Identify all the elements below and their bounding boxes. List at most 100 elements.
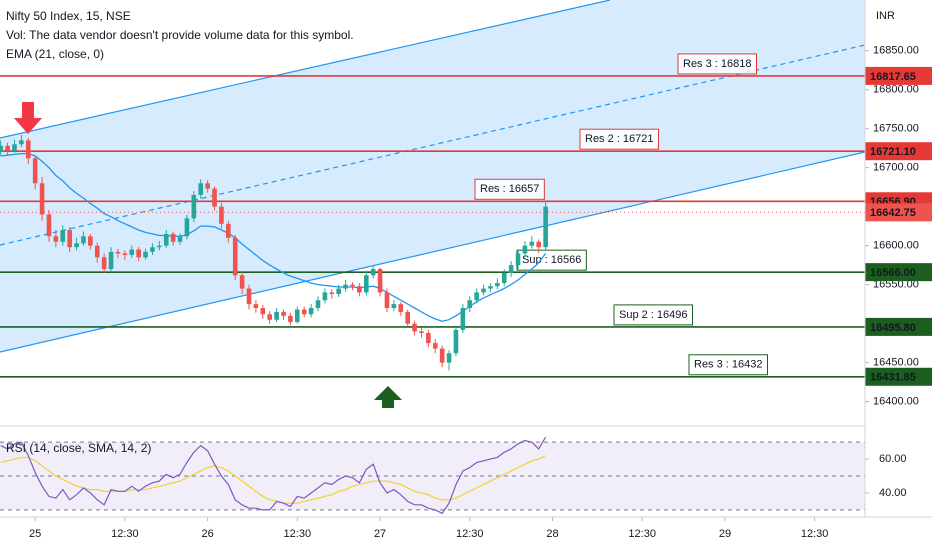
level-price-box <box>865 263 932 282</box>
candle-body <box>226 223 231 238</box>
candle-body <box>150 247 155 252</box>
channel-middle <box>0 44 865 246</box>
plot-layer: 16400.00 16450.00 16550.00 16600.00 16700.00… <box>0 45 932 540</box>
y-tick-label: 16700.00 <box>873 162 919 174</box>
candle-body <box>136 249 141 258</box>
candle-body <box>212 188 217 207</box>
ema-line <box>0 152 547 322</box>
candle-body <box>157 245 162 248</box>
level-price-box <box>865 367 932 386</box>
candle-body <box>488 286 493 289</box>
level-price-box <box>865 66 932 85</box>
x-tick-label: 26 <box>202 528 214 540</box>
x-tick-label: 25 <box>29 528 41 540</box>
level-price-label: 16431.85 <box>870 372 916 384</box>
trend-channel <box>0 0 865 353</box>
candle-body <box>329 292 335 294</box>
candle-body <box>198 183 204 195</box>
candle-body <box>122 253 128 255</box>
candle-body <box>391 304 397 309</box>
candle-body <box>543 206 548 248</box>
candle-body <box>39 183 45 215</box>
candle-body <box>432 343 438 349</box>
level-note: Res 3 : 16432 <box>694 359 763 371</box>
candle-body <box>343 284 348 289</box>
candle-body <box>357 286 362 293</box>
candle-body <box>170 233 176 242</box>
level-note: Res 2 : 16721 <box>585 133 654 145</box>
candle-body <box>288 315 293 323</box>
level-note: Sup : 16566 <box>522 254 581 266</box>
rsi-tick-label: 40.00 <box>879 487 907 499</box>
candle-body <box>177 236 183 242</box>
candle-body <box>32 158 38 184</box>
candle-body <box>398 304 404 312</box>
level-price-label: 16721.10 <box>870 146 916 158</box>
candle-body <box>281 311 286 316</box>
candle-body <box>426 332 431 344</box>
candle-body <box>143 251 148 258</box>
level-note-box <box>677 53 757 75</box>
candle-body <box>350 284 355 287</box>
candle-body <box>267 314 273 320</box>
candle-body <box>315 300 321 309</box>
candle-body <box>453 329 459 354</box>
candle-body <box>495 283 500 287</box>
y-tick-label: 16750.00 <box>873 123 919 135</box>
level-note-box <box>474 178 545 200</box>
candle-body <box>25 140 31 159</box>
level-note: Res : 16657 <box>480 183 539 195</box>
candle-body <box>405 311 410 324</box>
candle-body <box>295 309 300 323</box>
candle-body <box>536 241 542 248</box>
candle-body <box>260 308 266 315</box>
ema-label: EMA (21, close, 0) <box>6 47 104 61</box>
level-price-label: 16817.65 <box>870 71 916 83</box>
candle-body <box>363 275 369 293</box>
candle-body <box>377 269 383 293</box>
level-price-label: 16495.80 <box>870 322 916 334</box>
level-price-box <box>865 317 932 336</box>
candle-body <box>5 145 10 151</box>
x-tick-label: 12:30 <box>284 528 312 540</box>
candle-body <box>60 230 66 242</box>
up-arrow <box>374 386 402 408</box>
candle-body <box>219 206 224 224</box>
candle-body <box>274 311 279 320</box>
candle-body <box>253 304 259 309</box>
candle-body <box>88 236 93 246</box>
y-tick-label: 16550.00 <box>873 279 919 291</box>
candle-body <box>384 292 390 309</box>
candle-body <box>239 275 245 289</box>
candle-body <box>370 269 376 276</box>
x-tick-label: 29 <box>719 528 731 540</box>
candle-body <box>74 243 79 248</box>
candle-body <box>439 348 445 363</box>
volume-note: Vol: The data vendor doesn't provide vol… <box>6 28 354 42</box>
candle-body <box>191 194 197 219</box>
candle-body <box>419 331 424 333</box>
candle-body <box>522 245 528 254</box>
candle-body <box>474 292 479 301</box>
candle-body <box>19 140 24 145</box>
level-note-box <box>579 128 659 150</box>
candle-body <box>101 257 107 270</box>
level-price-box <box>865 203 932 222</box>
x-tick-label: 12:30 <box>628 528 656 540</box>
x-tick-label: 12:30 <box>111 528 139 540</box>
candle-body <box>460 308 466 330</box>
rsi-label: RSI (14, close, SMA, 14, 2) <box>6 441 151 455</box>
level-note: Sup 2 : 16496 <box>619 309 688 321</box>
candle-body <box>12 144 17 151</box>
candle-body <box>115 251 121 254</box>
x-tick-label: 27 <box>374 528 386 540</box>
level-note-box <box>613 304 694 326</box>
rsi-line <box>0 436 547 515</box>
y-tick-label: 16800.00 <box>873 84 919 96</box>
candle-body <box>308 308 314 315</box>
candle-body <box>336 288 341 294</box>
x-tick-label: 12:30 <box>801 528 829 540</box>
x-tick-label: 12:30 <box>456 528 484 540</box>
y-tick-label: 16450.00 <box>873 357 919 369</box>
